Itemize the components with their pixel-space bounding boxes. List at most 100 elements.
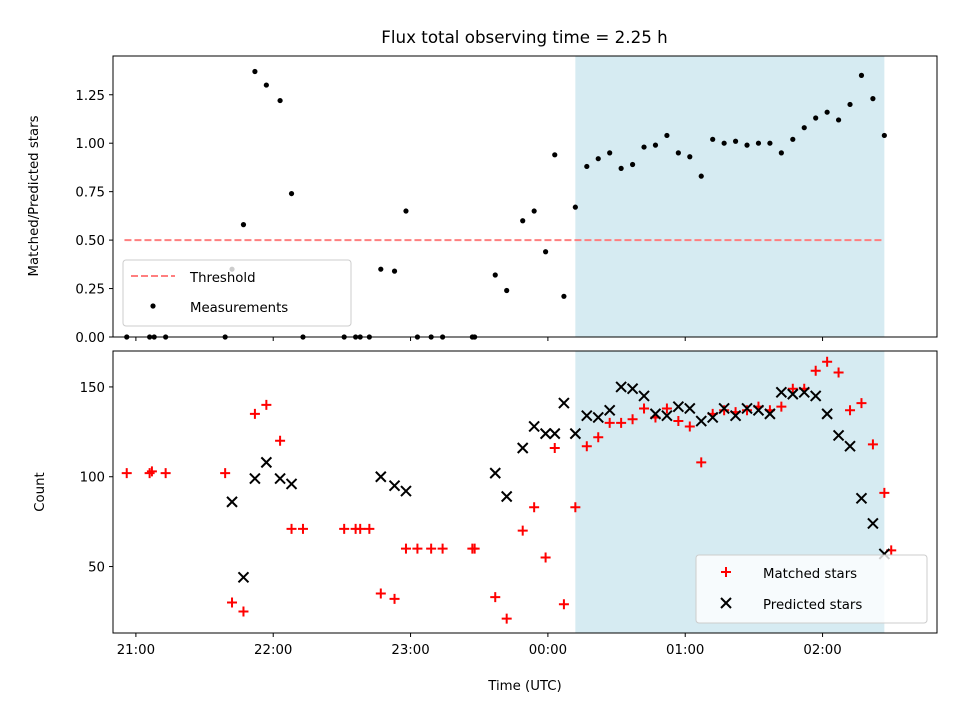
- matched-stars-point: [558, 599, 569, 610]
- measurement-point: [391, 268, 398, 274]
- observing-window-span: [575, 56, 885, 337]
- predicted-stars-point: [684, 402, 696, 415]
- legend-threshold-label: Threshold: [189, 271, 256, 286]
- matched-stars-point: [426, 543, 437, 554]
- matched-stars-point: [639, 403, 650, 414]
- predicted-stars-point: [787, 388, 799, 400]
- predicted-stars-point: [375, 471, 387, 483]
- legend-matched-swatch: [721, 567, 731, 577]
- y-tick-label: 100: [80, 471, 105, 486]
- predicted-stars-point: [569, 427, 582, 440]
- matched-stars-point: [845, 405, 856, 416]
- measurement-point: [572, 204, 578, 210]
- matched-stars-point: [469, 543, 480, 554]
- matched-stars-point: [249, 408, 260, 419]
- matched-stars-point: [776, 401, 787, 412]
- matched-stars-point: [275, 435, 286, 446]
- matched-stars-point: [540, 552, 551, 563]
- predicted-stars-point: [809, 390, 822, 402]
- legend-predicted-swatch: [720, 597, 732, 609]
- predicted-stars-point: [581, 409, 593, 422]
- plot-frame: [112, 350, 938, 634]
- matched-stars-point: [879, 487, 890, 498]
- y-tick-label: 1.25: [75, 89, 105, 104]
- predicted-stars-point: [821, 408, 833, 420]
- predicted-stars-point: [775, 386, 788, 399]
- x-tick-label: 01:00: [666, 643, 704, 658]
- measurement-point: [755, 140, 762, 146]
- measurement-point: [520, 218, 526, 224]
- matched-stars-point: [787, 383, 798, 394]
- measurement-point: [710, 136, 716, 142]
- predicted-stars-point: [603, 404, 616, 416]
- predicted-stars-point: [592, 411, 604, 424]
- measurement-point: [252, 68, 258, 75]
- measurement-point: [629, 161, 636, 168]
- ratio-legend: Threshold Measurements: [122, 259, 352, 327]
- y-tick-label: 0.25: [75, 283, 105, 298]
- matched-stars-point: [160, 468, 171, 479]
- matched-stars-point: [297, 523, 308, 534]
- predicted-stars-point: [741, 402, 753, 415]
- ratio-panel: 0.00 0.25 0.50 0.75 1.00 1.25 Threshold Measure…: [75, 55, 938, 346]
- measurement-point: [698, 173, 704, 179]
- measurement-point: [618, 165, 624, 171]
- predicted-stars-point: [528, 420, 540, 433]
- legend-box: [122, 259, 352, 327]
- matched-stars-point: [144, 468, 155, 479]
- legend-measurements-swatch: [150, 303, 156, 309]
- measurement-point: [263, 82, 269, 88]
- matched-stars-point: [684, 421, 695, 432]
- chart-title: Flux total observing time = 2.25 h: [381, 27, 667, 47]
- measurement-point: [675, 150, 681, 156]
- matched-stars-point: [364, 523, 375, 534]
- measurement-point: [240, 222, 247, 228]
- measurement-point: [721, 140, 727, 146]
- matched-stars-point: [867, 439, 878, 450]
- measurement-point: [543, 249, 549, 255]
- measurement-point: [870, 96, 876, 102]
- measurement-point: [378, 266, 384, 272]
- matched-stars-point: [856, 398, 867, 409]
- predicted-stars-point: [706, 411, 719, 424]
- x-tick-label: 23:00: [391, 643, 429, 658]
- measurement-point: [641, 144, 647, 150]
- matched-stars-point: [389, 593, 400, 604]
- measurement-point: [801, 125, 807, 131]
- measurement-point: [687, 154, 693, 160]
- matched-stars-point: [490, 592, 501, 603]
- matched-stars-point: [581, 441, 592, 452]
- measurement-point: [552, 152, 558, 158]
- predicted-stars-point: [517, 442, 529, 454]
- legend-measurements-label: Measurements: [190, 301, 288, 316]
- measurement-point: [744, 142, 750, 148]
- predicted-stars-point: [867, 517, 879, 530]
- matched-stars-point: [833, 367, 844, 378]
- predicted-stars-point: [226, 496, 238, 508]
- legend-predicted-label: Predicted stars: [763, 598, 862, 613]
- predicted-stars-point: [844, 440, 856, 452]
- matched-stars-point: [261, 399, 272, 410]
- measurement-point: [767, 140, 773, 146]
- predicted-stars-point: [729, 409, 742, 422]
- predicted-stars-point: [539, 427, 552, 440]
- measurement-point: [652, 142, 659, 148]
- count-legend: Matched stars Predicted stars: [695, 554, 928, 624]
- legend-matched-label: Matched stars: [763, 567, 857, 582]
- measurement-point: [561, 293, 567, 299]
- measurement-point: [790, 136, 796, 142]
- predicted-stars-point: [274, 472, 286, 485]
- matched-stars-point: [810, 365, 821, 376]
- matched-stars-point: [742, 405, 753, 416]
- predicted-stars-point: [558, 397, 570, 409]
- measurement-point: [584, 163, 590, 170]
- predicted-stars-point: [764, 408, 776, 420]
- measurement-point: [531, 208, 537, 214]
- predicted-stars-point: [649, 408, 662, 420]
- y-tick-label: 50: [88, 561, 105, 576]
- predicted-stars-point: [615, 381, 627, 393]
- matched-stars-point: [238, 606, 249, 617]
- measurement-point: [492, 272, 498, 278]
- measurement-point: [277, 97, 283, 104]
- x-tick-label: 22:00: [254, 643, 292, 658]
